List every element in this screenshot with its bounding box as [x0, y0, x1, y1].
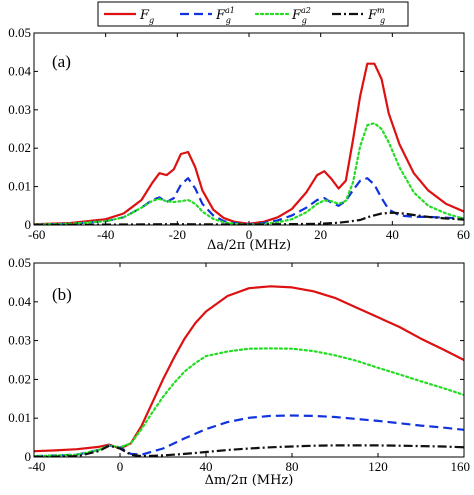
series-line-3: [34, 347, 464, 457]
series-line-4: [34, 211, 464, 225]
x-tick-label: 20: [314, 227, 327, 242]
x-tick-label: -40: [28, 459, 45, 474]
x-tick-label: 60: [457, 227, 470, 242]
plot-frame: [33, 262, 465, 458]
y-tick-label: 0.05: [8, 255, 31, 270]
x-tick-label: -60: [28, 227, 45, 242]
panel-label: (b): [52, 285, 72, 304]
plot-frame: [33, 32, 465, 226]
y-tick-label: 0.03: [8, 102, 31, 117]
panel-a-chart: -60 -40 -20 0 20 40 60 0 0.01 0.02 0.03 0.04 0.05 (a)…: [8, 25, 470, 253]
x-tick-label: 40: [386, 227, 399, 242]
x-tick-label: 0: [246, 227, 253, 242]
x-tick-label: 80: [286, 459, 299, 474]
x-tick-label: -40: [97, 227, 114, 242]
y-tick-label: 0.02: [8, 140, 31, 155]
y-tick-label: 0.04: [8, 294, 31, 309]
series-line-2: [34, 414, 464, 457]
y-tick-label: 0: [25, 449, 32, 464]
y-tick-label: 0.01: [8, 179, 31, 194]
x-tick-label: 40: [200, 459, 213, 474]
y-tick-label: 0.04: [8, 63, 31, 78]
legend-entry-3: Fa2 g: [291, 6, 311, 25]
x-tick-label: 160: [451, 459, 471, 474]
y-tick-label: 0.03: [8, 333, 31, 348]
series-line-3: [34, 122, 464, 225]
x-tick-label: 120: [368, 459, 388, 474]
y-tick-label: 0.05: [8, 25, 31, 40]
panel-label: (a): [52, 52, 71, 71]
x-tick-label: 0: [117, 459, 124, 474]
series-line-4: [34, 444, 464, 457]
x-axis-label: Δa/2π (MHz): [207, 238, 291, 253]
series-line-1: [34, 285, 464, 453]
y-tick-label: 0: [25, 217, 32, 232]
y-tick-label: 0.01: [8, 410, 31, 425]
panel-b-chart: -40 0 40 80 120 16000.010.020.030.040.05(b)Δm…: [8, 255, 470, 488]
x-axis-label: Δm/2π (MHz): [205, 473, 294, 488]
x-tick-label: -20: [169, 227, 186, 242]
legend-entry-1: Fg: [139, 8, 154, 25]
y-tick-label: 0.02: [8, 371, 31, 386]
series-line-2: [34, 177, 464, 225]
legend: Fg Fa1 g Fa2 g Fm g: [97, 1, 409, 27]
series-line-1: [34, 62, 464, 225]
legend-entry-4: Fm g: [367, 6, 385, 25]
legend-entry-2: Fa1 g: [215, 6, 235, 25]
